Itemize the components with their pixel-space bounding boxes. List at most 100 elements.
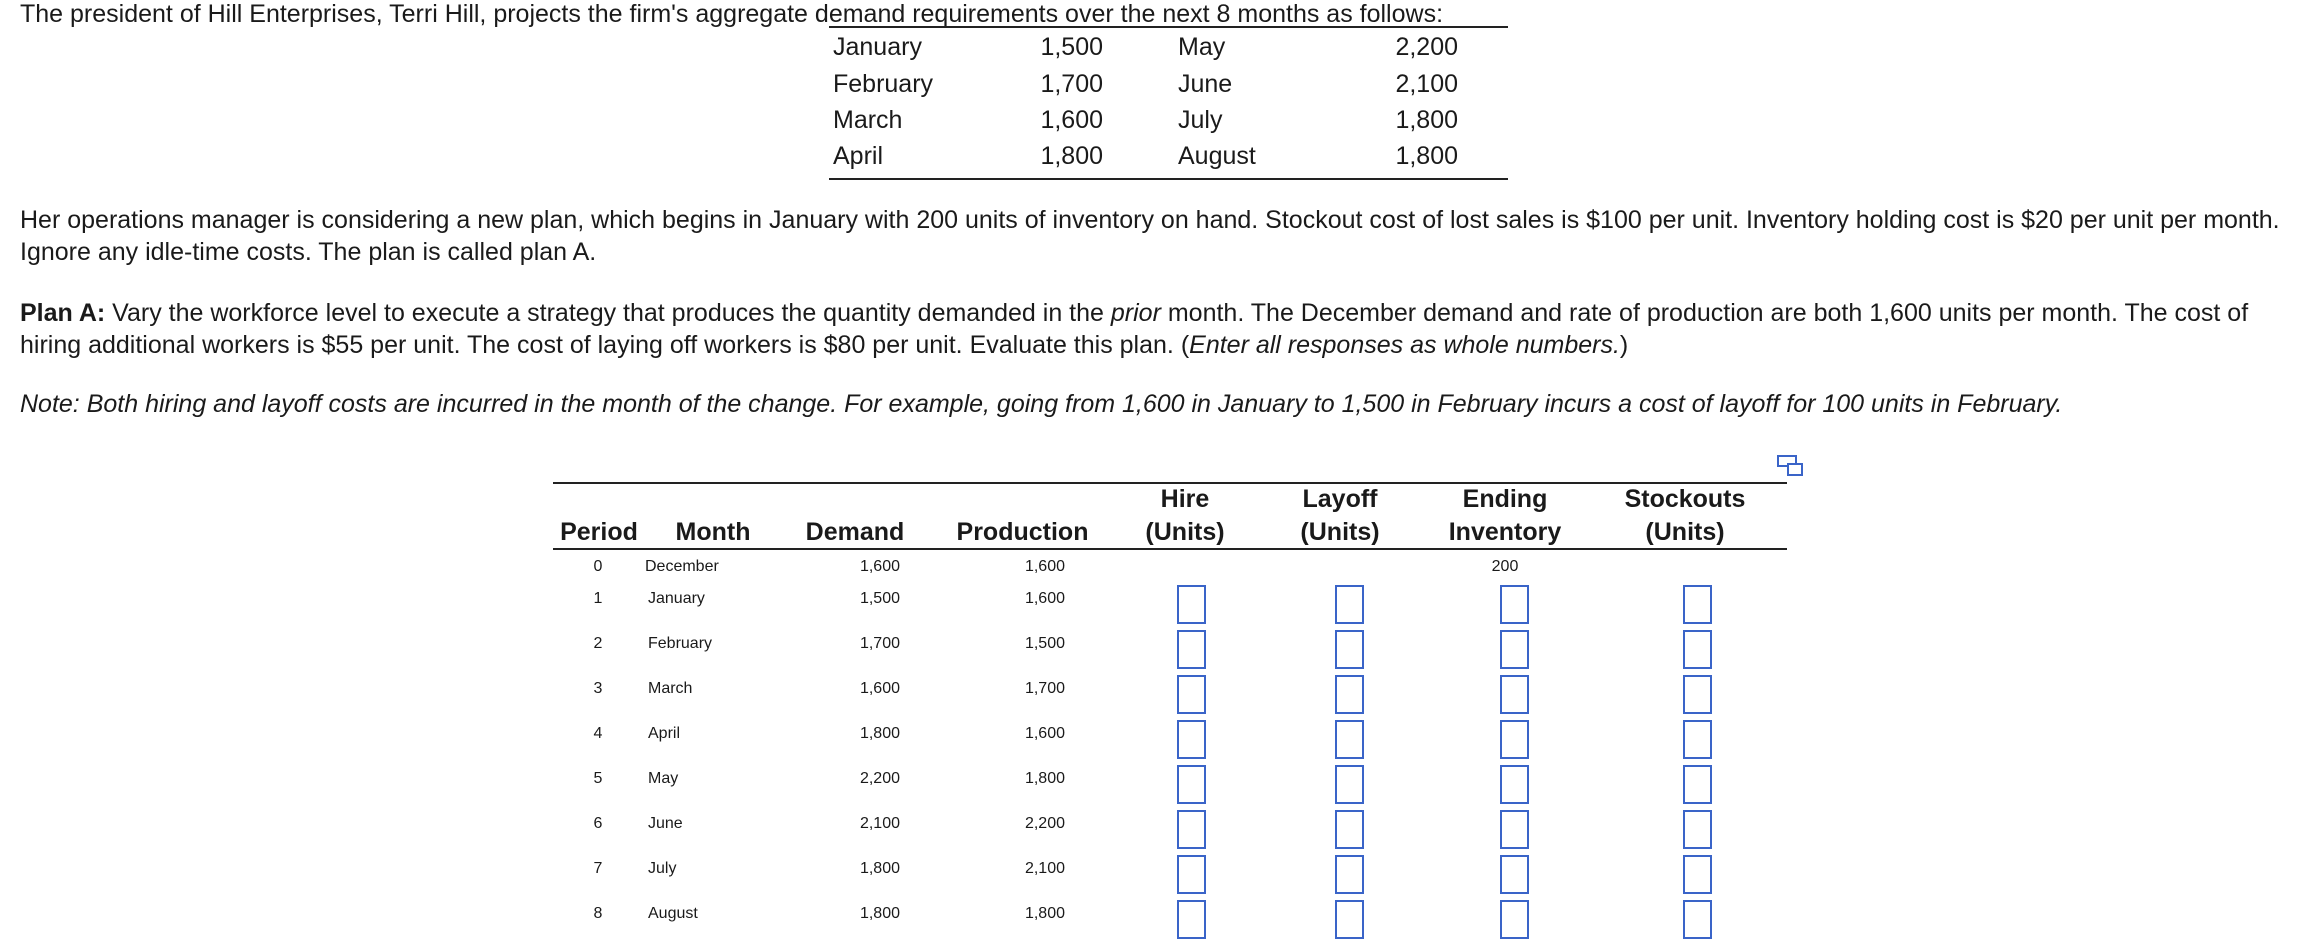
period-cell: 3: [593, 680, 603, 697]
demand-value: 1,500: [1040, 33, 1103, 61]
stockouts-input[interactable]: [1683, 765, 1712, 804]
demand-month: March: [833, 106, 903, 134]
header-month: Month: [675, 518, 751, 546]
layoff-input[interactable]: [1335, 855, 1364, 894]
layoff-input[interactable]: [1335, 585, 1364, 624]
demand-cell: 2,100: [859, 815, 900, 832]
period-cell: 4: [593, 725, 603, 742]
header-layoff-1: Layoff: [1302, 485, 1378, 513]
hire-input[interactable]: [1177, 720, 1206, 759]
hire-input[interactable]: [1177, 810, 1206, 849]
period-cell: 2: [593, 635, 603, 652]
ending-inventory-input[interactable]: [1500, 675, 1529, 714]
demand-cell: 1,800: [859, 905, 900, 922]
intro-text: The president of Hill Enterprises, Terri…: [20, 0, 1444, 28]
demand-value: 2,200: [1395, 33, 1458, 61]
demand-value: 1,800: [1040, 142, 1103, 170]
note-text: Note: Both hiring and layoff costs are i…: [20, 390, 2063, 418]
ending-inventory-input[interactable]: [1500, 720, 1529, 759]
stockouts-input[interactable]: [1683, 675, 1712, 714]
hire-input[interactable]: [1177, 585, 1206, 624]
hire-input[interactable]: [1177, 900, 1206, 939]
demand-value: 1,800: [1395, 142, 1458, 170]
month-cell: July: [648, 860, 677, 877]
plan-a-description: Plan A: Vary the workforce level to exec…: [20, 299, 2249, 359]
period-cell: 8: [593, 905, 603, 922]
period-cell: 1: [593, 590, 603, 607]
stockouts-input[interactable]: [1683, 630, 1712, 669]
demand-cell: 1,500: [859, 590, 900, 607]
demand-month: May: [1178, 33, 1226, 61]
month-cell: February: [648, 635, 713, 652]
demand-cell: 2,200: [859, 770, 900, 787]
layoff-input[interactable]: [1335, 720, 1364, 759]
hire-input[interactable]: [1177, 630, 1206, 669]
period-cell: 7: [593, 860, 603, 877]
demand-value: 1,700: [1040, 70, 1103, 98]
hire-input[interactable]: [1177, 855, 1206, 894]
demand-cell: 1,800: [859, 725, 900, 742]
ending-inventory-input[interactable]: [1500, 630, 1529, 669]
row0-month: December: [645, 558, 719, 575]
demand-month: August: [1178, 142, 1256, 170]
demand-month: January: [833, 33, 922, 61]
ending-inventory-input[interactable]: [1500, 900, 1529, 939]
stockouts-input[interactable]: [1683, 585, 1712, 624]
ending-inventory-input[interactable]: [1500, 855, 1529, 894]
demand-value: 1,800: [1395, 106, 1458, 134]
demand-month: June: [1178, 70, 1233, 98]
header-stockouts-1: Stockouts: [1624, 485, 1746, 513]
layoff-input[interactable]: [1335, 900, 1364, 939]
month-cell: August: [648, 905, 698, 922]
table-header-rule: [553, 548, 1787, 550]
stockouts-input[interactable]: [1683, 720, 1712, 759]
month-cell: April: [648, 725, 681, 742]
period-cell: 5: [593, 770, 603, 787]
month-cell: May: [648, 770, 679, 787]
demand-month: July: [1178, 106, 1223, 134]
demand-table-bottom-rule: [829, 178, 1508, 180]
hire-input[interactable]: [1177, 765, 1206, 804]
demand-month: February: [833, 70, 934, 98]
production-cell: 1,700: [1024, 680, 1065, 697]
ending-inventory-input[interactable]: [1500, 810, 1529, 849]
layoff-input[interactable]: [1335, 765, 1364, 804]
stockouts-input[interactable]: [1683, 810, 1712, 849]
production-cell: 1,800: [1024, 770, 1065, 787]
plan-a-label: Plan A:: [20, 299, 106, 327]
month-cell: June: [648, 815, 683, 832]
row0-demand: 1,600: [859, 558, 900, 575]
header-hire-1: Hire: [1160, 485, 1210, 513]
header-layoff-2: (Units): [1300, 518, 1380, 546]
header-ending-1: Ending: [1462, 485, 1548, 513]
production-cell: 1,600: [1024, 725, 1065, 742]
month-cell: January: [648, 590, 705, 607]
month-cell: March: [648, 680, 693, 697]
row0-ending-inventory: 200: [1491, 558, 1519, 575]
header-demand: Demand: [805, 518, 905, 546]
production-cell: 1,800: [1024, 905, 1065, 922]
header-stockouts-2: (Units): [1645, 518, 1725, 546]
demand-cell: 1,700: [859, 635, 900, 652]
demand-value: 1,600: [1040, 106, 1103, 134]
plan-description: Her operations manager is considering a …: [20, 206, 2280, 266]
header-period: Period: [560, 518, 638, 546]
demand-cell: 1,600: [859, 680, 900, 697]
demand-cell: 1,800: [859, 860, 900, 877]
production-cell: 1,600: [1024, 590, 1065, 607]
period-cell: 6: [593, 815, 603, 832]
table-top-rule: [553, 482, 1787, 484]
layoff-input[interactable]: [1335, 675, 1364, 714]
production-cell: 2,100: [1024, 860, 1065, 877]
stockouts-input[interactable]: [1683, 900, 1712, 939]
layoff-input[interactable]: [1335, 630, 1364, 669]
hire-input[interactable]: [1177, 675, 1206, 714]
row0-period: 0: [593, 558, 603, 575]
ending-inventory-input[interactable]: [1500, 765, 1529, 804]
layoff-input[interactable]: [1335, 810, 1364, 849]
demand-value: 2,100: [1395, 70, 1458, 98]
stockouts-input[interactable]: [1683, 855, 1712, 894]
ending-inventory-input[interactable]: [1500, 585, 1529, 624]
header-hire-2: (Units): [1145, 518, 1225, 546]
expand-table-icon[interactable]: [1777, 455, 1803, 477]
